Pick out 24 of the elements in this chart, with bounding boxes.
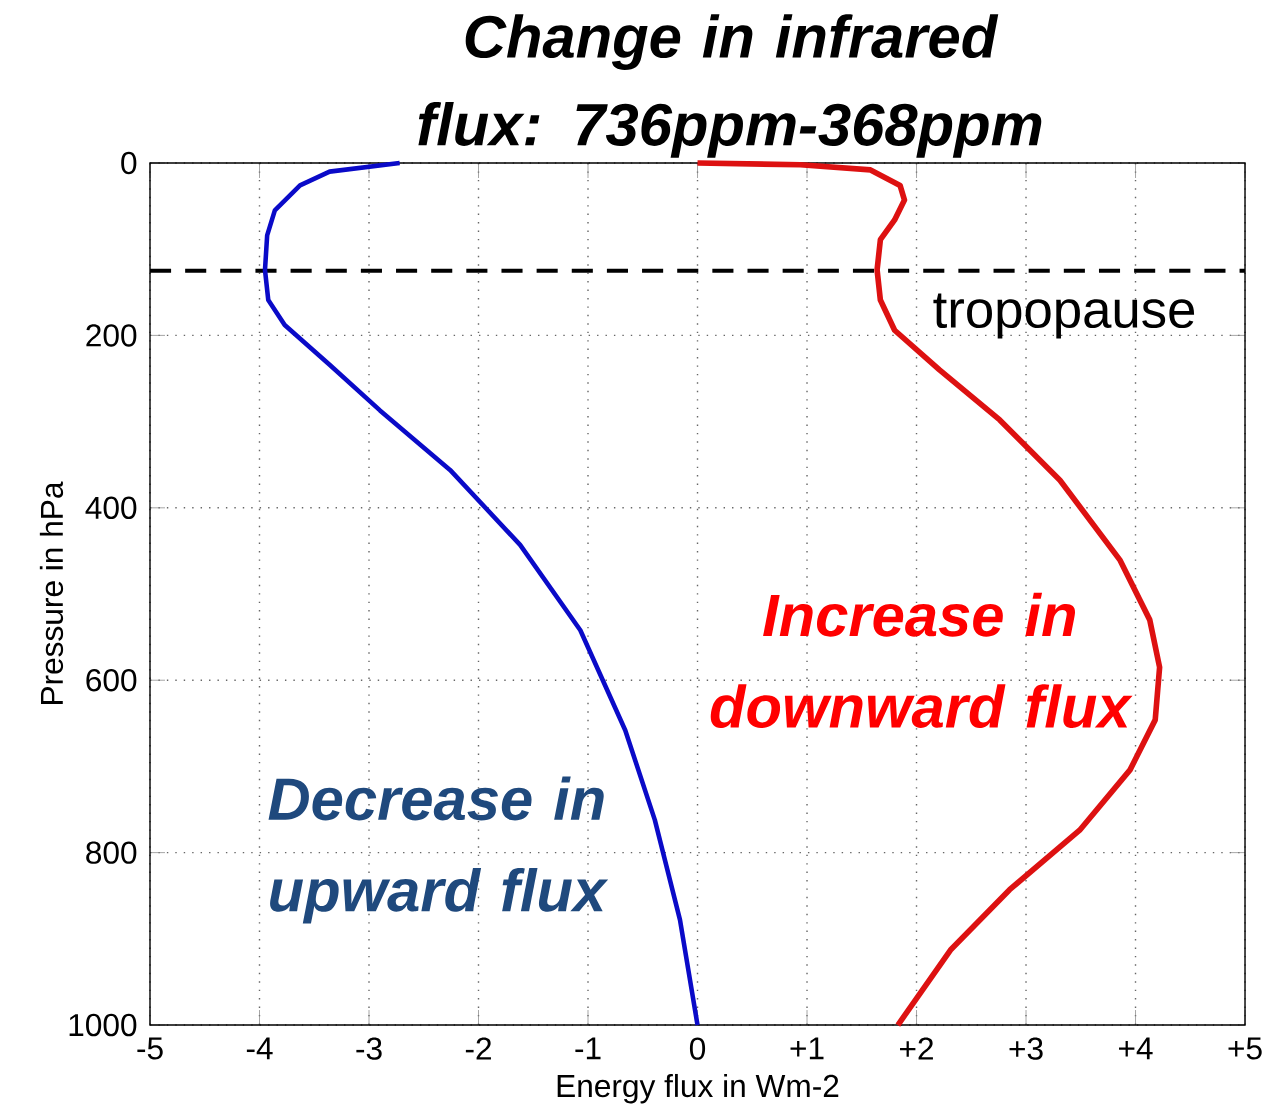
x-tick-label: -3 — [356, 1037, 382, 1060]
series-label: Increase in downward flux — [710, 592, 1133, 729]
line-series — [262, 160, 700, 1028]
x-axis-title: Energy flux in Wm-2 — [557, 1073, 839, 1104]
x-tick-label: 0 — [689, 1037, 706, 1060]
x-tick-label: -4 — [246, 1037, 273, 1060]
x-tick-label: -1 — [575, 1037, 601, 1060]
x-tick-label: -5 — [137, 1037, 163, 1060]
chart-title: Change in infrared flux: 736ppm-368ppm — [418, 14, 1042, 158]
x-tick-label: +3 — [1009, 1037, 1043, 1060]
y-tick-label: 800 — [86, 841, 137, 864]
ref-line-label: tropopause — [933, 293, 1195, 339]
x-tick-label: -2 — [465, 1037, 491, 1060]
y-tick-label: 600 — [86, 669, 137, 692]
y-tick-label: 400 — [85, 496, 137, 520]
x-tick-label: +4 — [1119, 1037, 1153, 1060]
x-tick-label: +2 — [900, 1037, 933, 1060]
y-tick-label: 0 — [121, 151, 137, 175]
series-label: Decrease in upward flux — [268, 776, 609, 924]
y-axis-title: Pressure in hPa — [39, 481, 64, 704]
y-tick-label: 1000 — [69, 1013, 137, 1037]
x-tick-label: +5 — [1228, 1037, 1262, 1060]
x-tick-label: +1 — [790, 1037, 824, 1060]
y-tick-label: 200 — [86, 324, 137, 347]
